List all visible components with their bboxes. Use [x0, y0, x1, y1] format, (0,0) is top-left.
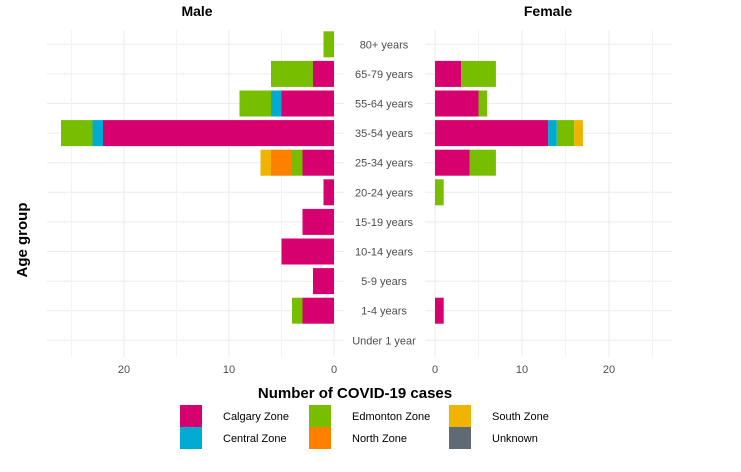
panel-title-female: Female	[524, 3, 572, 19]
age-label-25-34-years: 25-34 years	[355, 158, 414, 170]
legend-label-edmonton-zone: Edmonton Zone	[352, 411, 430, 423]
age-label-55-64-years: 55-64 years	[355, 99, 414, 111]
panel-title-male: Male	[181, 3, 212, 19]
bar-female-calgary-zone-35-54-years	[435, 120, 549, 147]
bars-layer	[61, 31, 583, 324]
bar-male-edmonton-zone-55-64-years	[239, 90, 271, 117]
legend-swatch-south-zone	[449, 405, 471, 427]
age-label-80-years: 80+ years	[360, 39, 409, 51]
bar-male-edmonton-zone-80-years	[323, 31, 334, 58]
x-tick-female-20: 20	[603, 364, 615, 376]
legend-label-south-zone: South Zone	[492, 411, 549, 423]
bar-male-north-zone-25-34-years	[271, 149, 292, 176]
x-tick-female-10: 10	[516, 364, 528, 376]
bar-female-edmonton-zone-35-54-years	[556, 120, 575, 147]
legend-label-unknown: Unknown	[492, 433, 538, 445]
bar-male-edmonton-zone-25-34-years	[292, 149, 303, 176]
x-axis-title: Number of COVID-19 cases	[258, 385, 452, 402]
labels-layer: 80+ years 65-79 years 55-64 years 35-54 yea…	[118, 39, 615, 376]
age-label-5-9-years: 5-9 years	[361, 276, 407, 288]
bar-female-south-zone-35-54-years	[574, 120, 583, 147]
legend-swatch-unknown	[449, 427, 471, 449]
age-label-under-1-year: Under 1 year	[352, 335, 416, 347]
legend-label-central-zone: Central Zone	[223, 433, 287, 445]
bar-male-calgary-zone-5-9-years	[313, 268, 334, 295]
legend-swatch-calgary-zone	[180, 405, 202, 427]
bar-female-calgary-zone-55-64-years	[435, 90, 479, 117]
y-axis-title: Age group	[14, 203, 31, 278]
x-tick-male-0: 0	[331, 364, 337, 376]
bar-male-south-zone-25-34-years	[260, 149, 271, 176]
bar-female-central-zone-35-54-years	[548, 120, 557, 147]
bar-female-calgary-zone-1-4-years	[435, 297, 444, 324]
age-label-15-19-years: 15-19 years	[355, 217, 414, 229]
bar-female-calgary-zone-25-34-years	[435, 149, 470, 176]
legend-label-north-zone: North Zone	[352, 433, 407, 445]
x-tick-female-0: 0	[432, 364, 438, 376]
bar-female-edmonton-zone-65-79-years	[461, 60, 496, 87]
age-label-35-54-years: 35-54 years	[355, 128, 414, 140]
legend-swatch-edmonton-zone	[309, 405, 331, 427]
bar-male-calgary-zone-55-64-years	[281, 90, 334, 117]
bar-male-central-zone-55-64-years	[271, 90, 282, 117]
legend-swatch-north-zone	[309, 427, 331, 449]
bar-female-edmonton-zone-25-34-years	[469, 149, 496, 176]
age-label-20-24-years: 20-24 years	[355, 187, 414, 199]
legend-swatch-central-zone	[180, 427, 202, 449]
bar-male-calgary-zone-15-19-years	[302, 208, 334, 235]
legend: Calgary Zone Edmonton Zone South Zone Centr…	[180, 405, 549, 449]
bar-male-central-zone-35-54-years	[92, 120, 103, 147]
x-tick-male-10: 10	[223, 364, 235, 376]
age-label-65-79-years: 65-79 years	[355, 69, 414, 81]
age-label-1-4-years: 1-4 years	[361, 306, 407, 318]
bar-male-calgary-zone-1-4-years	[302, 297, 334, 324]
bar-male-calgary-zone-35-54-years	[103, 120, 334, 147]
bar-male-calgary-zone-65-79-years	[313, 60, 334, 87]
age-label-10-14-years: 10-14 years	[355, 247, 414, 259]
bar-male-calgary-zone-25-34-years	[302, 149, 334, 176]
bar-female-edmonton-zone-20-24-years	[435, 179, 444, 206]
bar-male-edmonton-zone-65-79-years	[271, 60, 313, 87]
bar-female-calgary-zone-65-79-years	[435, 60, 462, 87]
bar-male-calgary-zone-10-14-years	[281, 238, 334, 265]
x-tick-male-20: 20	[118, 364, 130, 376]
bar-male-calgary-zone-20-24-years	[323, 179, 334, 206]
bar-male-edmonton-zone-1-4-years	[292, 297, 303, 324]
bar-female-edmonton-zone-55-64-years	[478, 90, 488, 117]
legend-label-calgary-zone: Calgary Zone	[223, 411, 289, 423]
bar-male-edmonton-zone-35-54-years	[61, 120, 93, 147]
